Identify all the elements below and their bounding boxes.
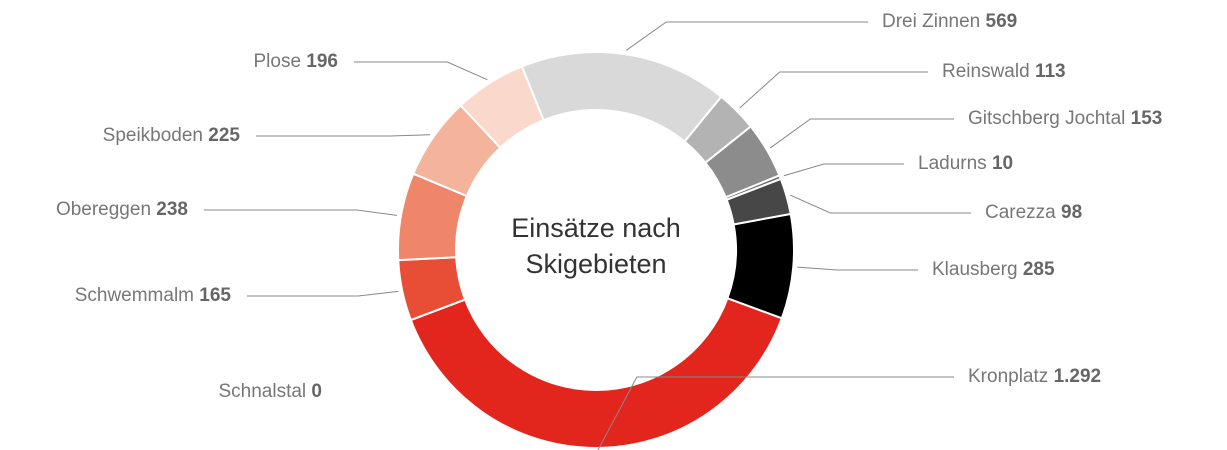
leader-line xyxy=(354,61,488,81)
data-label: Schwemmalm 165 xyxy=(75,285,232,306)
chart-title: Einsätze nach Skigebieten xyxy=(511,213,681,279)
category-label: Plose xyxy=(253,51,301,72)
value-label: 98 xyxy=(1061,202,1082,223)
value-label: 196 xyxy=(306,51,338,72)
leader-line xyxy=(770,118,954,149)
segment xyxy=(459,65,545,150)
category-label: Klausberg xyxy=(932,259,1018,280)
segment xyxy=(520,51,723,144)
leader-line xyxy=(790,194,971,214)
leader-line xyxy=(739,71,928,109)
data-label: Ladurns 10 xyxy=(918,153,1013,174)
data-label: Speikboden 225 xyxy=(103,125,241,146)
data-label: Obereggen 238 xyxy=(56,199,188,220)
data-label: Schnalstal 0 xyxy=(218,381,322,402)
value-label: 153 xyxy=(1131,108,1163,129)
category-label: Drei Zinnen xyxy=(882,11,980,32)
category-label: Obereggen xyxy=(56,199,151,220)
value-label: 238 xyxy=(156,199,188,220)
leader-line xyxy=(597,376,954,450)
value-label: 569 xyxy=(986,11,1018,32)
segment xyxy=(409,297,784,449)
value-label: 113 xyxy=(1035,61,1066,82)
category-label: Kronplatz xyxy=(968,366,1048,387)
data-label: Klausberg 285 xyxy=(932,259,1055,280)
category-label: Gitschberg Jochtal xyxy=(968,108,1125,129)
leader-line xyxy=(626,21,868,51)
value-label: 0 xyxy=(311,381,322,402)
data-label: Plose 196 xyxy=(253,51,338,72)
category-label: Speikboden xyxy=(103,125,203,146)
leader-line xyxy=(797,266,918,271)
category-label: Ladurns xyxy=(918,153,987,174)
value-label: 225 xyxy=(208,125,240,146)
category-label: Carezza xyxy=(985,202,1056,223)
leader-line xyxy=(204,209,398,216)
data-label: Drei Zinnen 569 xyxy=(882,11,1017,32)
leader-line xyxy=(256,134,431,137)
data-label: Reinswald 113 xyxy=(942,61,1066,82)
value-label: 10 xyxy=(992,153,1013,174)
value-label: 1.292 xyxy=(1054,366,1102,387)
leader-line xyxy=(783,163,904,177)
data-label: Carezza 98 xyxy=(985,202,1082,223)
value-label: 285 xyxy=(1023,259,1055,280)
data-label: Kronplatz 1.292 xyxy=(968,366,1101,387)
category-label: Reinswald xyxy=(942,61,1030,82)
category-label: Schnalstal xyxy=(218,381,306,402)
data-label: Gitschberg Jochtal 153 xyxy=(968,108,1162,129)
leader-line xyxy=(247,290,399,297)
category-label: Schwemmalm xyxy=(75,285,194,306)
value-label: 165 xyxy=(199,285,231,306)
